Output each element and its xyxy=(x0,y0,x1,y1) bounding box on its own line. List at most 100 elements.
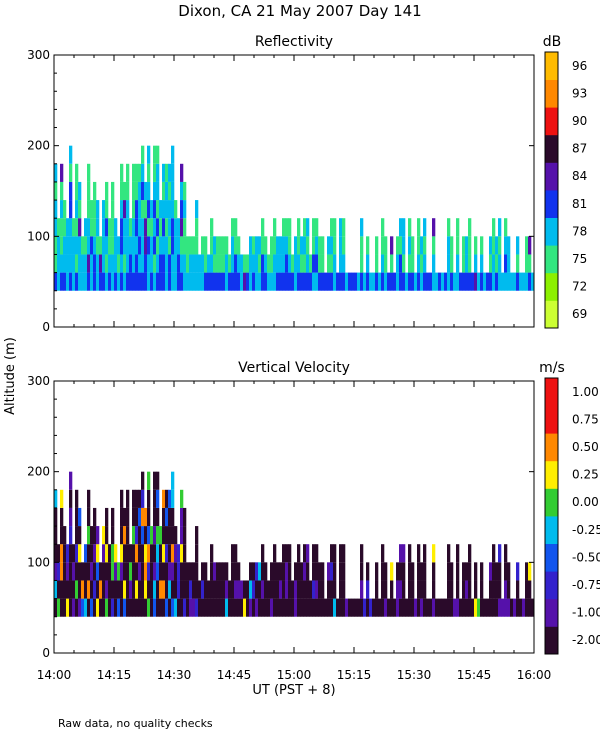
data-cell xyxy=(105,507,109,527)
data-cell xyxy=(237,236,241,255)
data-cell xyxy=(54,218,58,237)
data-cell xyxy=(243,272,247,291)
data-cell xyxy=(111,562,115,581)
data-cell xyxy=(93,507,97,527)
data-cell xyxy=(222,254,226,273)
data-cell xyxy=(93,254,97,273)
data-cell xyxy=(102,272,106,291)
data-cell xyxy=(162,200,166,219)
data-cell xyxy=(303,598,307,617)
data-cell xyxy=(90,236,94,255)
data-cell xyxy=(468,218,472,237)
data-cell xyxy=(417,580,421,599)
data-cell xyxy=(225,598,229,617)
data-cell xyxy=(420,254,424,273)
data-cell xyxy=(99,236,103,255)
data-cell xyxy=(384,254,388,273)
data-cell xyxy=(228,272,232,291)
data-cell xyxy=(132,562,136,581)
data-cell xyxy=(285,598,289,617)
data-cell xyxy=(180,254,184,273)
data-cell xyxy=(258,598,262,617)
data-cell xyxy=(177,218,181,237)
data-cell xyxy=(222,272,226,291)
data-cell xyxy=(426,272,430,291)
data-cell xyxy=(159,254,163,273)
data-cell xyxy=(57,598,61,617)
data-cell xyxy=(99,254,103,273)
data-cell xyxy=(126,544,130,563)
data-cell xyxy=(90,200,94,219)
data-cell xyxy=(135,272,139,291)
data-cell xyxy=(117,272,121,291)
y-tick-label: 100 xyxy=(27,229,50,243)
data-cell xyxy=(69,163,73,182)
data-cell xyxy=(84,236,88,255)
data-cell xyxy=(339,272,343,291)
data-cell xyxy=(294,580,298,599)
data-cell xyxy=(69,471,73,490)
data-cell xyxy=(411,272,415,291)
data-cell xyxy=(417,272,421,291)
data-cell xyxy=(225,254,229,273)
data-cell xyxy=(84,272,88,291)
data-cell xyxy=(480,272,484,291)
data-cell xyxy=(54,580,58,599)
data-cell xyxy=(162,580,166,599)
data-cell xyxy=(150,272,154,291)
data-cell xyxy=(63,218,67,237)
data-cell xyxy=(153,544,157,563)
data-cell xyxy=(297,562,301,581)
data-cell xyxy=(162,163,166,182)
data-cell xyxy=(123,544,127,563)
data-cell xyxy=(141,145,145,164)
data-cell xyxy=(342,562,346,581)
data-cell xyxy=(402,598,406,617)
data-cell xyxy=(210,580,214,599)
data-cell xyxy=(282,236,286,255)
data-cell xyxy=(171,181,175,201)
data-cell xyxy=(285,236,289,255)
data-cell xyxy=(411,562,415,581)
data-cell xyxy=(465,598,469,617)
data-cell xyxy=(147,145,151,164)
data-cell xyxy=(153,489,157,508)
data-cell xyxy=(243,580,247,599)
colorbar-swatch xyxy=(545,626,558,655)
data-cell xyxy=(69,218,73,237)
data-cell xyxy=(351,272,355,291)
data-cell xyxy=(375,236,379,255)
data-cell xyxy=(498,254,502,273)
data-cell xyxy=(345,598,349,617)
data-cell xyxy=(129,272,133,291)
data-cell xyxy=(54,507,58,527)
data-cell xyxy=(294,598,298,617)
data-cell xyxy=(123,507,127,527)
data-cell xyxy=(231,562,235,581)
data-cell xyxy=(174,562,178,581)
data-cell xyxy=(162,254,166,273)
data-cell xyxy=(369,598,373,617)
data-cell xyxy=(306,580,310,599)
data-cell xyxy=(114,272,118,291)
data-cell xyxy=(222,236,226,255)
x-tick-label: 15:15 xyxy=(337,668,372,682)
data-cell xyxy=(147,181,151,201)
data-cell xyxy=(111,526,115,545)
data-cell xyxy=(243,598,247,617)
data-cell xyxy=(126,272,130,291)
data-cell xyxy=(237,580,241,599)
data-cell xyxy=(174,272,178,291)
data-cell xyxy=(282,272,286,291)
data-cell xyxy=(180,580,184,599)
data-cell xyxy=(210,598,214,617)
data-cell xyxy=(135,562,139,581)
data-cell xyxy=(210,562,214,581)
data-cell xyxy=(447,562,451,581)
data-cell xyxy=(165,272,169,291)
data-cell xyxy=(492,254,496,273)
data-cell xyxy=(60,181,64,201)
data-cell xyxy=(381,562,385,581)
data-cell xyxy=(384,272,388,291)
